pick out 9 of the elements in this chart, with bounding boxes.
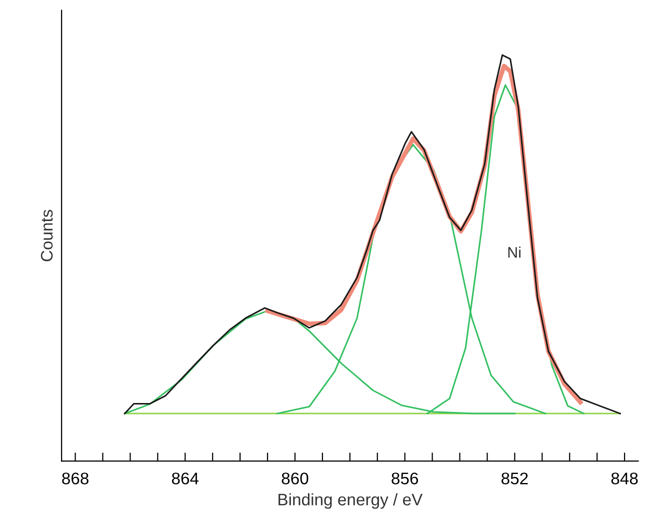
- x-axis-title: Binding energy / eV: [278, 493, 423, 509]
- y-axis-title: Counts: [40, 210, 53, 262]
- x-tick-label: 868: [62, 472, 88, 484]
- x-tick-label: 848: [611, 472, 638, 484]
- x-tick-label: 856: [392, 472, 418, 484]
- x-tick-label: 852: [502, 472, 528, 484]
- x-tick-label: 864: [172, 472, 199, 484]
- x-tick-label: 860: [282, 472, 308, 484]
- annotation: Ni: [508, 246, 520, 258]
